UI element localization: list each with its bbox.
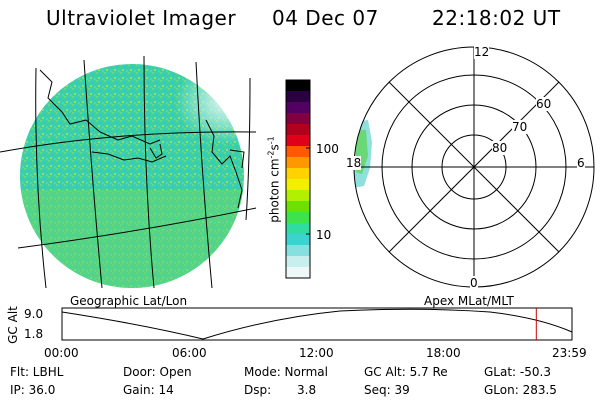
timeline-left-caption: Geographic Lat/Lon — [70, 294, 188, 308]
colorbar-color-step — [286, 157, 310, 169]
colorbar-color-step — [286, 102, 310, 114]
colorbar-color-step — [286, 223, 310, 235]
colorbar-color-step — [286, 146, 310, 158]
polar-emission — [354, 120, 372, 188]
colorbar-color-step — [286, 168, 310, 180]
coastlines — [39, 69, 245, 209]
timeline-y-top: 9.0 — [24, 307, 44, 321]
graticule-meridian-3 — [143, 55, 155, 289]
timeline-right-caption: Apex MLat/MLT — [424, 294, 514, 308]
polar-label-70: 70 — [512, 120, 528, 134]
polar-plot — [353, 46, 595, 288]
colorbar-color-step — [286, 234, 310, 246]
graticule-parallel-1 — [0, 131, 257, 153]
coastline-island — [229, 149, 245, 169]
door-status: Door: Open — [123, 365, 192, 379]
timeline-chart — [61, 307, 573, 341]
timeline-x-tick-4: 23:59 — [552, 346, 587, 360]
sequence-status: Seq: 39 — [364, 383, 410, 397]
graticule-meridian-4 — [195, 61, 213, 289]
geographic-longitude-status: GLon: 283.5 — [484, 383, 557, 397]
status-row-1: Flt: LBHL Door: Open Mode: Normal GC Alt… — [10, 365, 595, 381]
colorbar-unit-label: photon cm-2s-1 — [266, 136, 282, 223]
graticule-meridian-2 — [83, 59, 103, 289]
date-label: 04 Dec 07 — [272, 6, 379, 30]
graticule-parallel-2 — [17, 207, 257, 249]
colorbar-color-step — [286, 267, 310, 279]
gc-altitude-status: GC Alt: 5.7 Re — [364, 365, 448, 379]
timeline-x-tick-1: 06:00 — [172, 346, 207, 360]
graticule-meridian-5 — [245, 77, 251, 221]
colorbar-color-step — [286, 124, 310, 136]
timeline-x-tick-3: 18:00 — [426, 346, 461, 360]
colorbar-color-step — [286, 91, 310, 103]
colorbar — [285, 79, 311, 279]
uv-image-panel — [0, 55, 257, 289]
colorbar-color-step — [286, 135, 310, 147]
mode-status: Mode: Normal — [244, 365, 328, 379]
coastline-middle — [91, 151, 167, 163]
colorbar-color-step — [286, 80, 310, 92]
coastline-peninsula — [149, 143, 163, 159]
uv-green-band — [20, 190, 244, 288]
colorbar-color-step — [286, 212, 310, 224]
colorbar-color-step — [286, 256, 310, 268]
time-label: 22:18:02 UT — [432, 6, 561, 30]
colorbar-tick-label-high: 100 — [316, 142, 339, 156]
coastline-north — [39, 69, 161, 145]
geographic-latitude-status: GLat: -50.3 — [484, 365, 551, 379]
polar-label-12: 12 — [474, 45, 490, 59]
polar-axis-diagonal-2 — [388, 81, 560, 253]
polar-label-80: 80 — [492, 141, 508, 155]
instrument-title: Ultraviolet Imager — [46, 6, 237, 30]
colorbar-frame — [285, 79, 311, 279]
timeline-frame — [61, 307, 573, 341]
status-row-2: IP: 36.0 Gain: 14 Dsp: 3.8 Seq: 39 GLon:… — [10, 383, 595, 399]
polar-label-60: 60 — [536, 97, 552, 111]
polar-label-6: 6 — [577, 156, 585, 170]
dsp-value: 3.8 — [297, 383, 317, 397]
colorbar-color-step — [286, 190, 310, 202]
uv-bright-halo — [110, 64, 244, 180]
timeline-x-tick-0: 00:00 — [44, 346, 79, 360]
colorbar-stripes — [286, 80, 310, 279]
filter-status: Flt: LBHL — [10, 365, 64, 379]
gain-status: Gain: 14 — [123, 383, 174, 397]
dsp-label: Dsp: — [244, 383, 272, 397]
polar-label-0: 0 — [470, 276, 478, 290]
graticule — [0, 55, 257, 289]
colorbar-tick-label-low: 10 — [316, 228, 332, 242]
timeline-y-bottom: 1.8 — [24, 327, 44, 341]
colorbar-color-step — [286, 245, 310, 257]
polar-label-18: 18 — [346, 156, 362, 170]
coastline-east — [205, 119, 243, 209]
ip-status: IP: 36.0 — [10, 383, 56, 397]
graticule-meridian-1 — [35, 67, 47, 289]
colorbar-color-step — [286, 113, 310, 125]
timeline-altitude-curve — [61, 308, 573, 340]
timeline-x-tick-2: 12:00 — [299, 346, 334, 360]
colorbar-color-step — [286, 179, 310, 191]
colorbar-color-step — [286, 201, 310, 213]
